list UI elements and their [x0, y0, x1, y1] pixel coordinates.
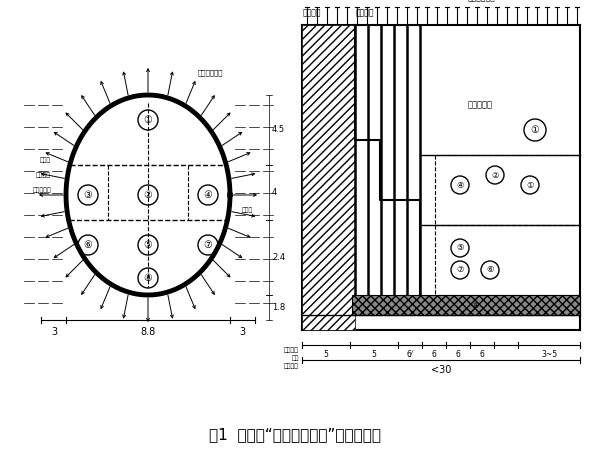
- Text: 8.8: 8.8: [140, 327, 155, 337]
- Text: 6: 6: [455, 350, 460, 359]
- Text: ⑧: ⑧: [471, 301, 479, 310]
- Text: 1.8: 1.8: [272, 303, 285, 312]
- Bar: [352, 295, 580, 315]
- Text: 超前小导管: 超前小导管: [32, 187, 51, 193]
- Text: ⑤: ⑤: [143, 240, 152, 250]
- Text: 4.5: 4.5: [272, 126, 285, 135]
- Text: 垫层厚度: 垫层厚度: [284, 347, 299, 353]
- Text: 3: 3: [239, 327, 245, 337]
- Text: 支撑桩: 支撑桩: [40, 157, 51, 163]
- Text: 超前锚杆: 超前锚杆: [36, 172, 51, 178]
- Text: ⑤: ⑤: [456, 243, 464, 252]
- Text: ⑥: ⑥: [486, 266, 494, 274]
- Text: ⑦: ⑦: [456, 266, 464, 274]
- Text: ①: ①: [526, 180, 534, 189]
- Text: 5: 5: [323, 350, 328, 359]
- Text: 3: 3: [51, 327, 57, 337]
- Text: 系统径向锚杆: 系统径向锚杆: [198, 70, 223, 76]
- Text: 5: 5: [371, 350, 376, 359]
- Text: 初喷支护: 初喷支护: [284, 363, 299, 369]
- Text: 初喷砼: 初喷砼: [242, 207, 253, 213]
- Text: 6: 6: [431, 350, 436, 359]
- Text: 图1  河底段“三台阶七步法”施工步序图: 图1 河底段“三台阶七步法”施工步序图: [209, 428, 381, 442]
- Text: ③: ③: [83, 190, 92, 200]
- Text: 4: 4: [272, 188, 277, 197]
- Text: 二次衬砰: 二次衬砰: [303, 8, 321, 17]
- Text: 初期支护: 初期支护: [356, 8, 374, 17]
- Text: ④: ④: [203, 190, 212, 200]
- Text: ①: ①: [530, 125, 539, 135]
- Text: ⑧: ⑧: [143, 273, 152, 283]
- Text: ①: ①: [143, 115, 152, 125]
- Text: 仰拱: 仰拱: [292, 355, 299, 361]
- Text: ②: ②: [491, 171, 499, 180]
- Text: <30: <30: [431, 365, 451, 375]
- Text: 2.4: 2.4: [272, 253, 285, 262]
- Text: ⑥: ⑥: [83, 240, 92, 250]
- Text: 6: 6: [479, 350, 484, 359]
- Text: ④: ④: [456, 180, 464, 189]
- Text: 6⁄: 6⁄: [407, 350, 413, 359]
- Text: 钉架未示全: 钉架未示全: [467, 100, 493, 109]
- Bar: [302, 25, 355, 330]
- Text: 系统径向锶杆: 系统径向锶杆: [467, 0, 495, 2]
- Text: 3~5: 3~5: [541, 350, 557, 359]
- Text: ②: ②: [143, 190, 152, 200]
- Text: ⑦: ⑦: [203, 240, 212, 250]
